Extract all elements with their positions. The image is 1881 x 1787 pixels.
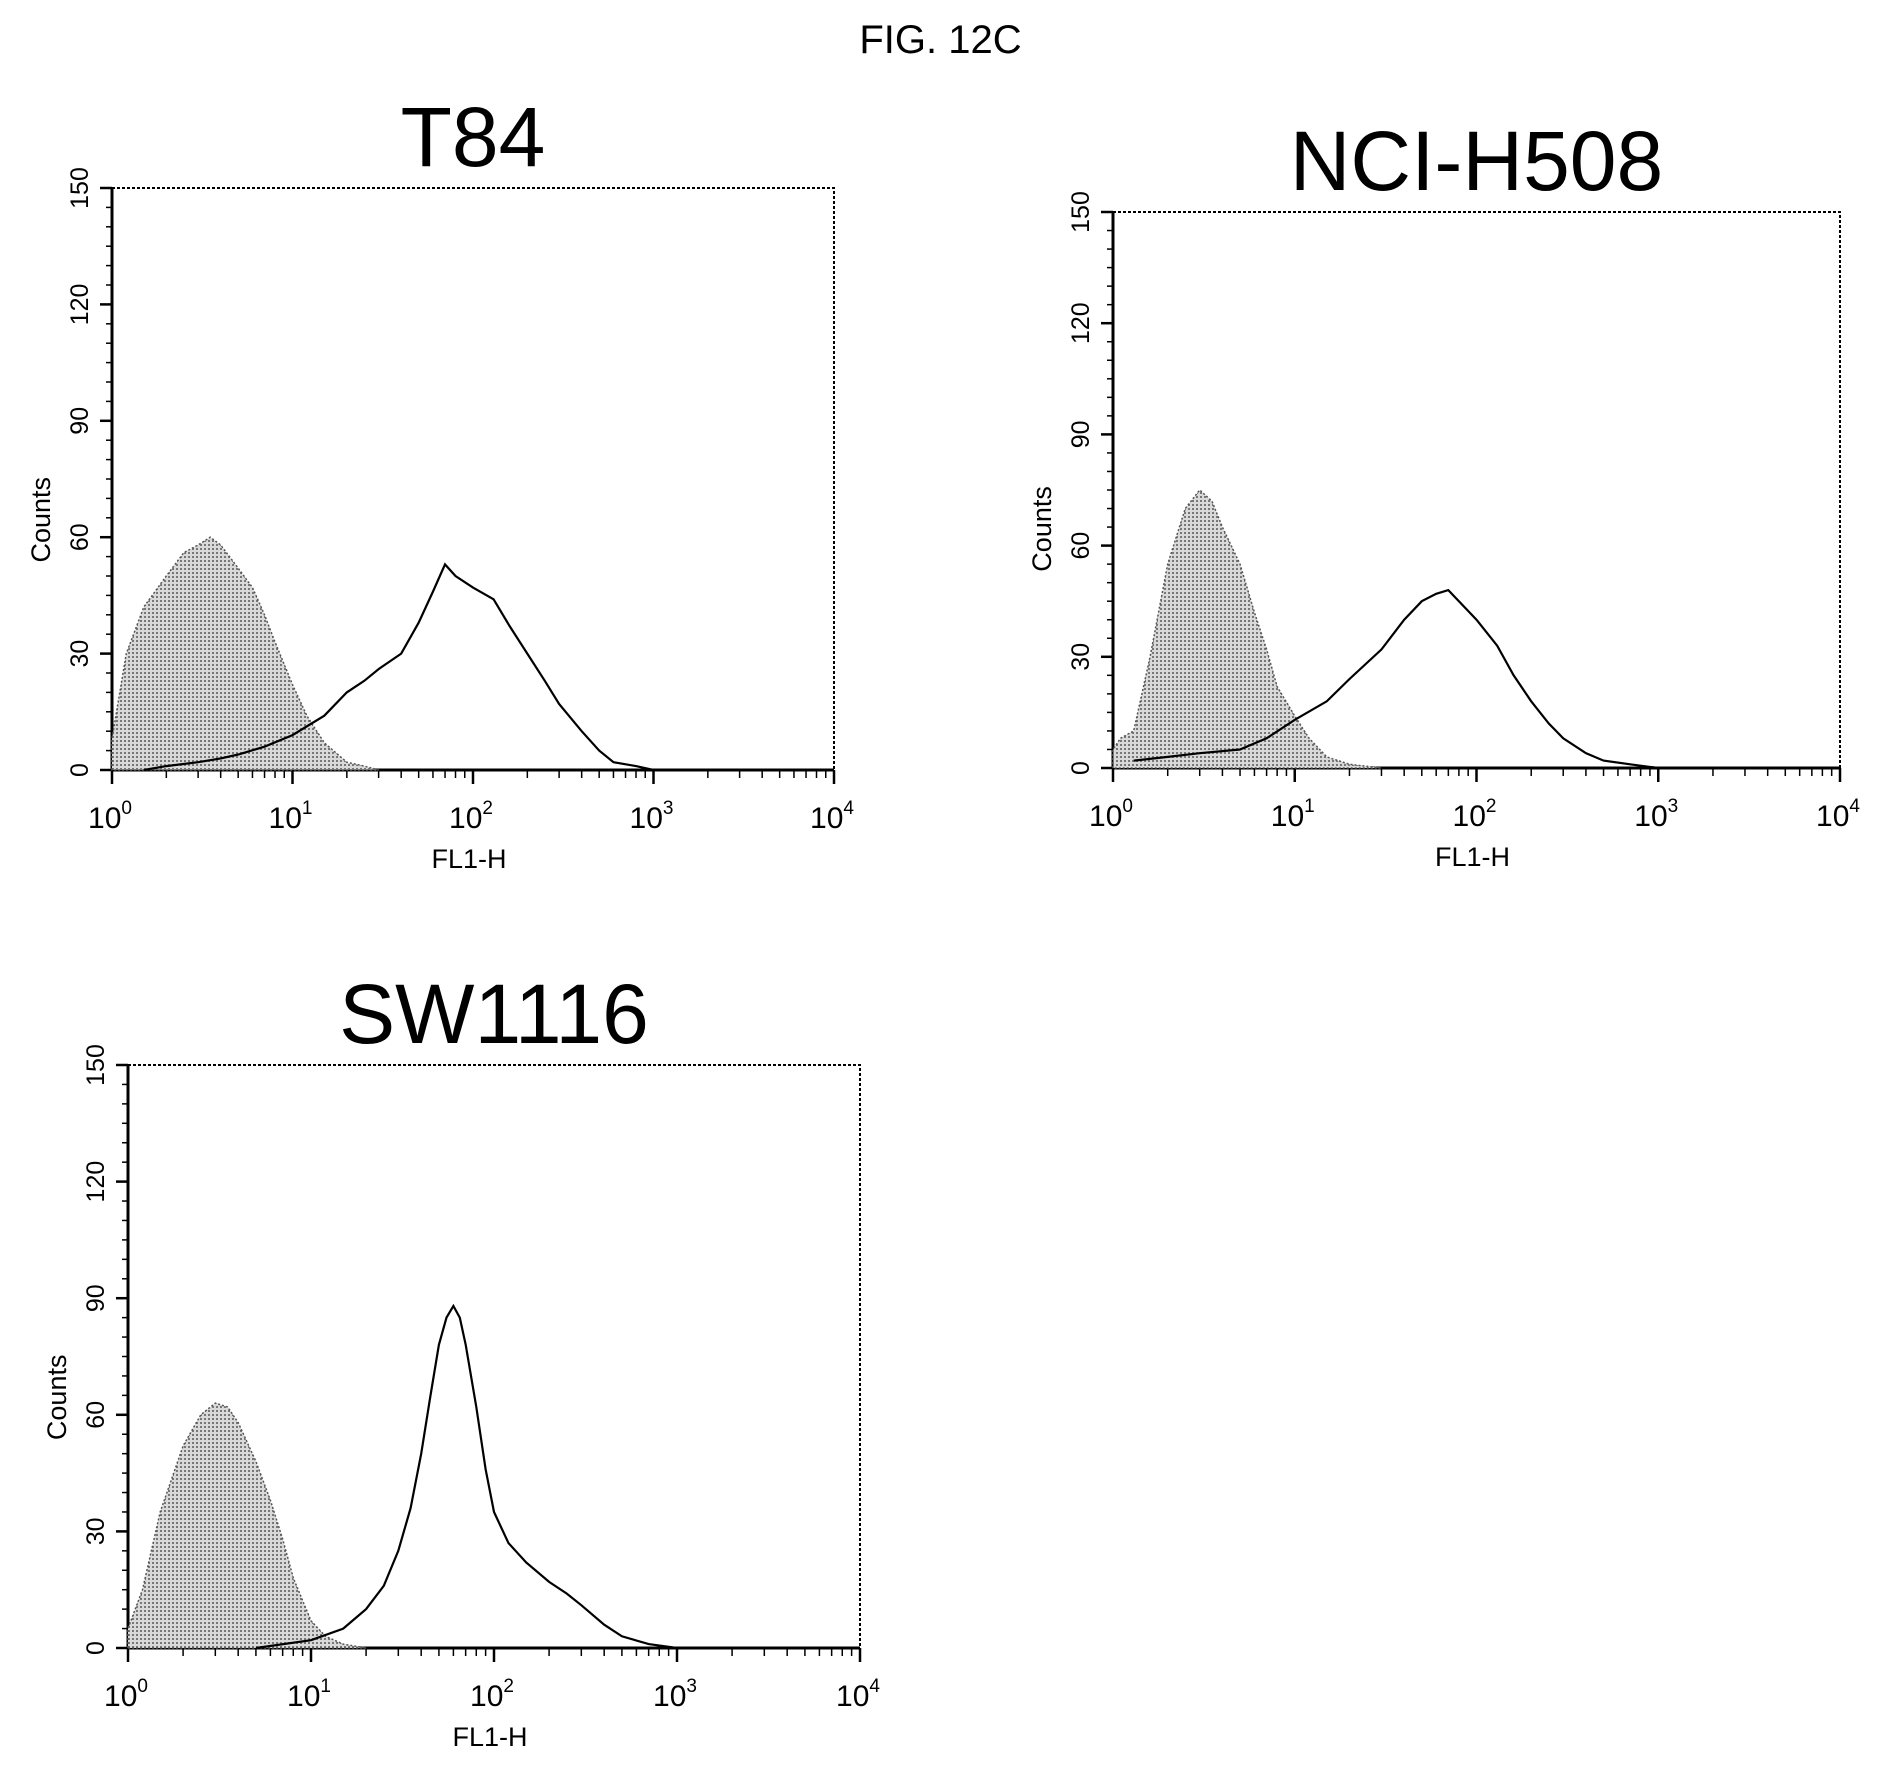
x-tick-exponent: 3: [663, 798, 674, 819]
x-tick-exponent: 3: [1668, 796, 1679, 817]
x-tick-exponent: 2: [503, 1676, 514, 1697]
chart-title: SW1116: [339, 967, 649, 1061]
x-tick-base: 10: [836, 1680, 869, 1713]
x-tick-label: 103: [653, 1676, 697, 1713]
x-tick-exponent: 0: [121, 798, 132, 819]
y-tick-label: 120: [1067, 302, 1095, 344]
x-tick-exponent: 4: [869, 1676, 880, 1697]
x-tick-label: 101: [287, 1676, 331, 1713]
x-tick-base: 10: [470, 1680, 503, 1713]
x-tick-label: 102: [449, 798, 493, 835]
x-tick-base: 10: [1271, 800, 1304, 833]
x-tick-label: 104: [836, 1676, 880, 1713]
x-tick-label: 104: [1816, 796, 1860, 833]
x-tick-base: 10: [1816, 800, 1849, 833]
y-tick-label: 60: [1067, 532, 1095, 560]
y-tick-label: 30: [82, 1517, 110, 1545]
x-tick-label: 104: [810, 798, 854, 835]
x-tick-exponent: 0: [1122, 796, 1133, 817]
x-tick-label: 101: [1271, 796, 1315, 833]
x-tick-label: 101: [269, 798, 313, 835]
y-tick-label: 90: [1067, 420, 1095, 448]
x-tick-label: 103: [1634, 796, 1678, 833]
x-tick-base: 10: [1634, 800, 1667, 833]
x-tick-base: 10: [104, 1680, 137, 1713]
x-tick-label: 103: [630, 798, 674, 835]
x-tick-base: 10: [269, 802, 302, 835]
x-tick-exponent: 3: [686, 1676, 697, 1697]
y-tick-label: 60: [66, 523, 94, 551]
chart-title: NCI-H508: [1290, 114, 1663, 208]
x-tick-base: 10: [630, 802, 663, 835]
x-tick-exponent: 1: [1304, 796, 1315, 817]
y-axis-label: Counts: [42, 1355, 72, 1441]
x-tick-label: 100: [1089, 796, 1133, 833]
y-tick-label: 0: [66, 763, 94, 777]
x-tick-exponent: 1: [320, 1676, 331, 1697]
sample-histogram-outline: [143, 562, 654, 772]
x-tick-label: 100: [104, 1676, 148, 1713]
x-tick-label: 100: [88, 798, 132, 835]
y-tick-label: 30: [66, 640, 94, 668]
x-tick-exponent: 4: [843, 798, 854, 819]
x-tick-exponent: 2: [482, 798, 493, 819]
control-histogram-filled: [127, 1402, 367, 1649]
x-tick-base: 10: [88, 802, 121, 835]
x-tick-base: 10: [449, 802, 482, 835]
y-tick-label: 90: [66, 407, 94, 435]
y-tick-label: 30: [1067, 643, 1095, 671]
y-tick-label: 150: [66, 167, 94, 209]
x-tick-base: 10: [1453, 800, 1486, 833]
sample-histogram-outline: [255, 1303, 678, 1650]
x-tick-base: 10: [810, 802, 843, 835]
y-tick-label: 120: [66, 284, 94, 326]
x-tick-exponent: 0: [137, 1676, 148, 1697]
y-tick-label: 90: [82, 1284, 110, 1312]
sample-histogram-outline: [1133, 588, 1659, 770]
x-tick-base: 10: [653, 1680, 686, 1713]
y-tick-label: 0: [82, 1641, 110, 1655]
y-tick-label: 150: [1067, 191, 1095, 233]
x-tick-exponent: 1: [302, 798, 313, 819]
x-axis-label: FL1-H: [431, 844, 506, 874]
x-tick-exponent: 4: [1849, 796, 1860, 817]
x-tick-base: 10: [1089, 800, 1122, 833]
x-axis-label: FL1-H: [1435, 842, 1510, 872]
control-histogram-filled: [111, 536, 379, 771]
y-tick-label: 0: [1067, 761, 1095, 775]
x-tick-base: 10: [287, 1680, 320, 1713]
y-tick-label: 120: [82, 1161, 110, 1203]
chart-title: T84: [401, 90, 546, 184]
y-axis-label: Counts: [1027, 486, 1057, 572]
control-histogram-filled: [1112, 488, 1382, 769]
x-tick-exponent: 2: [1486, 796, 1497, 817]
y-tick-label: 150: [82, 1044, 110, 1086]
x-tick-label: 102: [470, 1676, 514, 1713]
y-axis-label: Counts: [26, 477, 56, 563]
figure-label: FIG. 12C: [859, 18, 1022, 62]
x-axis-label: FL1-H: [452, 1722, 527, 1752]
x-tick-label: 102: [1453, 796, 1497, 833]
y-tick-label: 60: [82, 1401, 110, 1429]
